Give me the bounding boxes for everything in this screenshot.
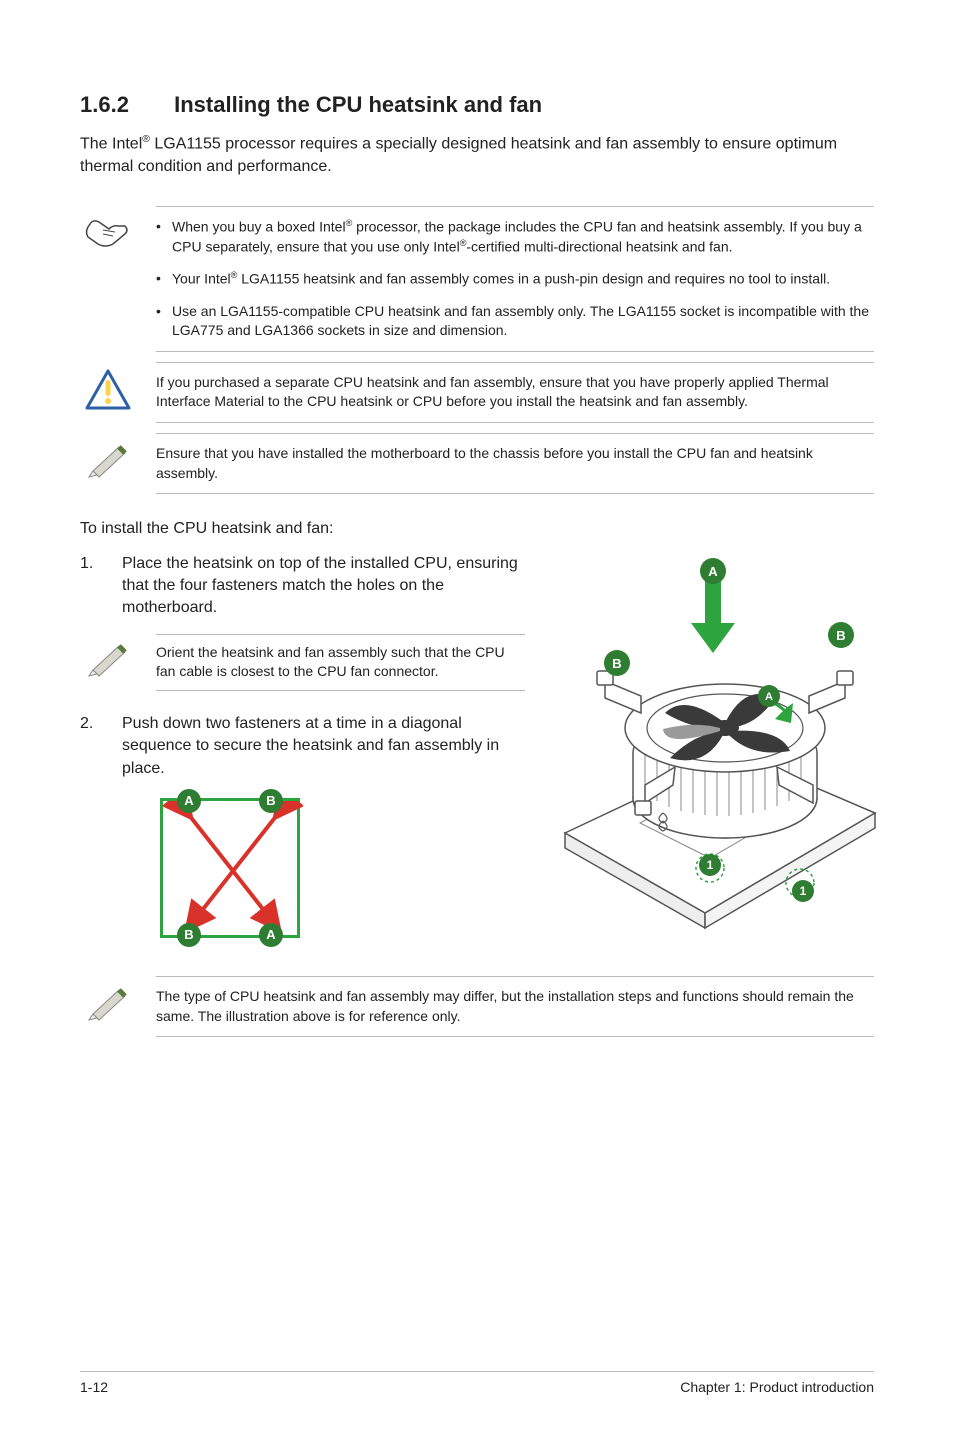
section-heading: 1.6.2 Installing the CPU heatsink and fa… — [80, 90, 874, 121]
diag-badge-B: B — [259, 789, 283, 813]
heatsink-figure: 1 1 — [545, 553, 885, 933]
pencil-icon — [80, 976, 136, 1022]
intro-mid: LGA1155 processor requires a specially d… — [80, 135, 837, 174]
fig-label-B: B — [612, 656, 621, 671]
fig-label-1: 1 — [706, 858, 713, 872]
caution-callout: If you purchased a separate CPU heatsink… — [80, 362, 874, 423]
orient-text: Orient the heatsink and fan assembly suc… — [156, 634, 525, 691]
x-lines — [163, 801, 303, 941]
fig-label-A: A — [765, 691, 773, 703]
info-bullet-3: Use an LGA1155-compatible CPU heatsink a… — [156, 302, 874, 341]
pencil1-text: Ensure that you have installed the mothe… — [156, 433, 874, 494]
pencil-callout-1: Ensure that you have installed the mothe… — [80, 433, 874, 494]
step-2: 2. Push down two fasteners at a time in … — [80, 713, 525, 780]
caution-icon — [80, 362, 136, 412]
step2-number: 2. — [80, 713, 110, 780]
page-number: 1-12 — [80, 1378, 108, 1398]
step2-text: Push down two fasteners at a time in a d… — [122, 713, 525, 780]
pencil-icon — [80, 634, 136, 678]
pencil-icon — [80, 433, 136, 479]
pencil2-text: The type of CPU heatsink and fan assembl… — [156, 976, 874, 1037]
info-callout: When you buy a boxed Intel® processor, t… — [80, 206, 874, 352]
heading-number: 1.6.2 — [80, 90, 168, 121]
info-bullet-2: Your Intel® LGA1155 heatsink and fan ass… — [156, 269, 874, 289]
two-column-region: 1. Place the heatsink on top of the inst… — [80, 553, 874, 957]
caution-text: If you purchased a separate CPU heatsink… — [156, 362, 874, 423]
chapter-label: Chapter 1: Product introduction — [680, 1378, 874, 1398]
hand-icon — [80, 206, 136, 252]
step-1: 1. Place the heatsink on top of the inst… — [80, 553, 525, 620]
info-bullet-1: When you buy a boxed Intel® processor, t… — [156, 217, 874, 258]
step1-text: Place the heatsink on top of the install… — [122, 553, 525, 620]
to-install-text: To install the CPU heatsink and fan: — [80, 518, 874, 540]
registered-mark: ® — [142, 134, 150, 145]
intro-paragraph: The Intel® LGA1155 processor requires a … — [80, 133, 874, 178]
diagonal-sequence-diagram: A B B A — [160, 798, 300, 938]
right-column: 1 1 — [545, 553, 885, 933]
diag-badge-B: B — [177, 923, 201, 947]
info-content: When you buy a boxed Intel® processor, t… — [156, 206, 874, 352]
intro-pre: The Intel — [80, 135, 142, 152]
diag-badge-A: A — [177, 789, 201, 813]
heading-title: Installing the CPU heatsink and fan — [174, 92, 542, 117]
orient-note: Orient the heatsink and fan assembly suc… — [80, 634, 525, 691]
fig-label-1: 1 — [799, 884, 806, 898]
fig-label-B: B — [836, 628, 845, 643]
step1-number: 1. — [80, 553, 110, 620]
diag-badge-A: A — [259, 923, 283, 947]
page-footer: 1-12 Chapter 1: Product introduction — [80, 1371, 874, 1398]
fig-label-A: A — [708, 564, 718, 579]
left-column: 1. Place the heatsink on top of the inst… — [80, 553, 525, 957]
pencil-callout-2: The type of CPU heatsink and fan assembl… — [80, 976, 874, 1037]
